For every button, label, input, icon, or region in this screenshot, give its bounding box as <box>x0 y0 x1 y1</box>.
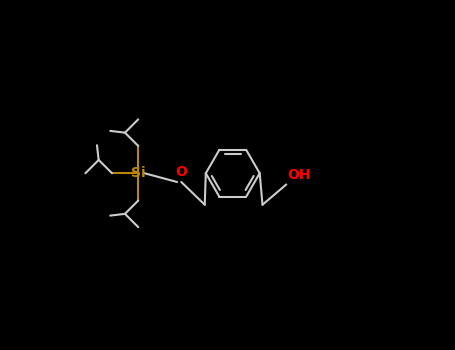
Text: Si: Si <box>131 166 146 180</box>
Text: O: O <box>175 165 187 179</box>
Text: OH: OH <box>288 168 311 182</box>
